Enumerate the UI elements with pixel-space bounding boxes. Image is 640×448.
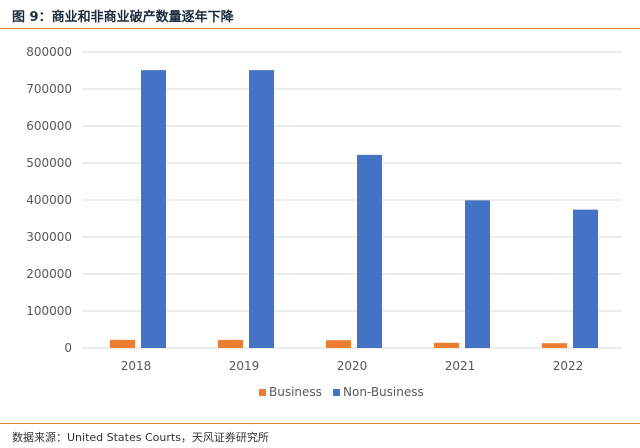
x-tick-label: 2020 (337, 359, 368, 373)
y-tick-label: 400000 (26, 193, 72, 207)
bar-non-business-2022 (573, 209, 598, 348)
y-tick-label: 800000 (26, 45, 72, 59)
bar-business-2021 (434, 342, 459, 348)
bar-chart: 0 100000 200000 300000 400000 500000 600000 700… (26, 45, 622, 399)
bar-non-business-2019 (249, 70, 274, 348)
bar-non-business-2018 (141, 70, 166, 348)
y-tick-label: 500000 (26, 156, 72, 170)
gridlines (82, 51, 622, 349)
x-axis-ticks: 2018 2019 2020 2021 2022 (121, 359, 584, 373)
legend-label-non-business: Non-Business (343, 385, 424, 399)
legend-swatch-business (259, 389, 266, 396)
source-rule (0, 423, 640, 424)
x-tick-label: 2018 (121, 359, 152, 373)
bar-business-2022 (542, 343, 567, 348)
bar-business-2019 (218, 339, 243, 348)
y-tick-label: 700000 (26, 82, 72, 96)
y-tick-label: 300000 (26, 230, 72, 244)
y-tick-label: 600000 (26, 119, 72, 133)
y-axis-ticks: 0 100000 200000 300000 400000 500000 600000 700… (26, 45, 72, 355)
y-tick-label: 200000 (26, 267, 72, 281)
bar-business-2018 (110, 339, 135, 348)
legend-label-business: Business (269, 385, 322, 399)
x-tick-label: 2021 (445, 359, 476, 373)
bar-non-business-2020 (357, 154, 382, 348)
source-note: 数据来源：United States Courts，天风证券研究所 (12, 431, 269, 444)
y-tick-label: 100000 (26, 304, 72, 318)
title-rule (0, 28, 640, 29)
bars (110, 70, 598, 348)
x-tick-label: 2022 (553, 359, 584, 373)
x-tick-label: 2019 (229, 359, 260, 373)
legend-swatch-non-business (333, 389, 340, 396)
legend: Business Non-Business (259, 385, 424, 399)
y-tick-label: 0 (64, 341, 72, 355)
bar-non-business-2021 (465, 200, 490, 348)
figure-title: 图 9：商业和非商业破产数量逐年下降 (12, 10, 234, 25)
bar-business-2020 (326, 340, 351, 348)
